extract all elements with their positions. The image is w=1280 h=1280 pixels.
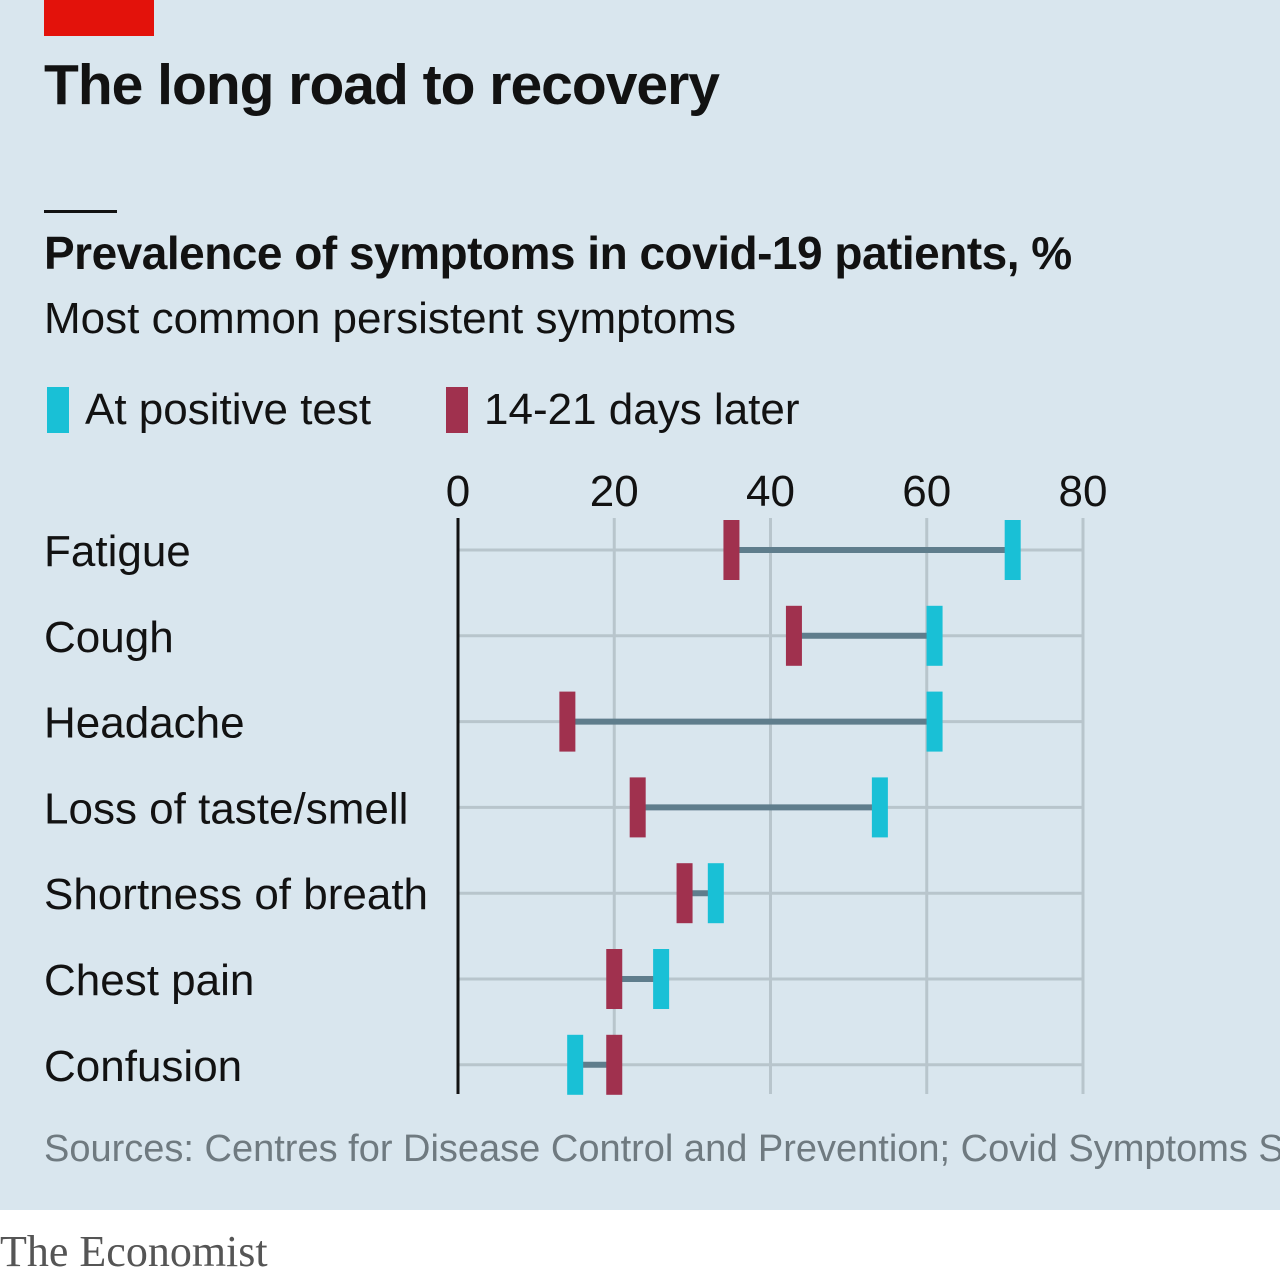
source-note: Sources: Centres for Disease Control and… — [44, 1128, 1280, 1170]
legend-item-later: 14-21 days later — [446, 380, 800, 440]
later-marker — [606, 1034, 623, 1095]
title-rule — [44, 210, 117, 213]
positive-marker — [926, 605, 943, 666]
later-marker — [559, 691, 576, 752]
x-tick-label: 20 — [590, 467, 639, 516]
category-label: Fatigue — [44, 527, 191, 576]
positive-marker — [871, 777, 888, 838]
category-label: Loss of taste/smell — [44, 784, 408, 833]
later-marker — [629, 777, 646, 838]
category-label: Shortness of breath — [44, 870, 428, 919]
category-label: Chest pain — [44, 956, 254, 1005]
legend-label-positive: At positive test — [85, 385, 372, 434]
legend-label-later: 14-21 days later — [484, 385, 800, 434]
positive-marker — [707, 863, 724, 924]
category-label: Cough — [44, 613, 174, 662]
later-marker — [676, 863, 693, 924]
chart-panel: The long road to recovery Prevalence of … — [0, 0, 1280, 1210]
positive-marker — [567, 1034, 584, 1095]
positive-marker — [926, 691, 943, 752]
later-marker — [606, 949, 623, 1009]
later-marker — [723, 520, 740, 580]
data-marks — [559, 520, 1021, 1095]
legend-swatch-later — [446, 387, 468, 433]
legend-item-positive: At positive test — [47, 380, 371, 440]
chart-subtitle: Prevalence of symptoms in covid-19 patie… — [44, 227, 1072, 279]
brand-red-tag — [44, 0, 154, 36]
x-tick-label: 80 — [1059, 467, 1108, 516]
axis-labels: 0 20 40 60 80 Fatigue Cough Headache Loss of tas… — [44, 467, 1107, 1091]
economist-logo: The Economist — [0, 1227, 268, 1276]
legend-swatch-positive — [47, 387, 69, 433]
later-marker — [785, 605, 802, 666]
chart-title: The long road to recovery — [44, 53, 720, 117]
chart-description: Most common persistent symptoms — [44, 294, 736, 343]
x-tick-label: 40 — [746, 467, 795, 516]
x-tick-label: 0 — [446, 467, 470, 516]
positive-marker — [653, 949, 670, 1009]
positive-marker — [1004, 520, 1021, 580]
dumbbell-chart: 0 20 40 60 80 Fatigue Cough Headache Loss of tas… — [44, 467, 1107, 1095]
legend: At positive test 14-21 days later — [0, 380, 1280, 440]
category-label: Headache — [44, 699, 245, 748]
category-label: Confusion — [44, 1042, 242, 1091]
x-tick-label: 60 — [902, 467, 951, 516]
